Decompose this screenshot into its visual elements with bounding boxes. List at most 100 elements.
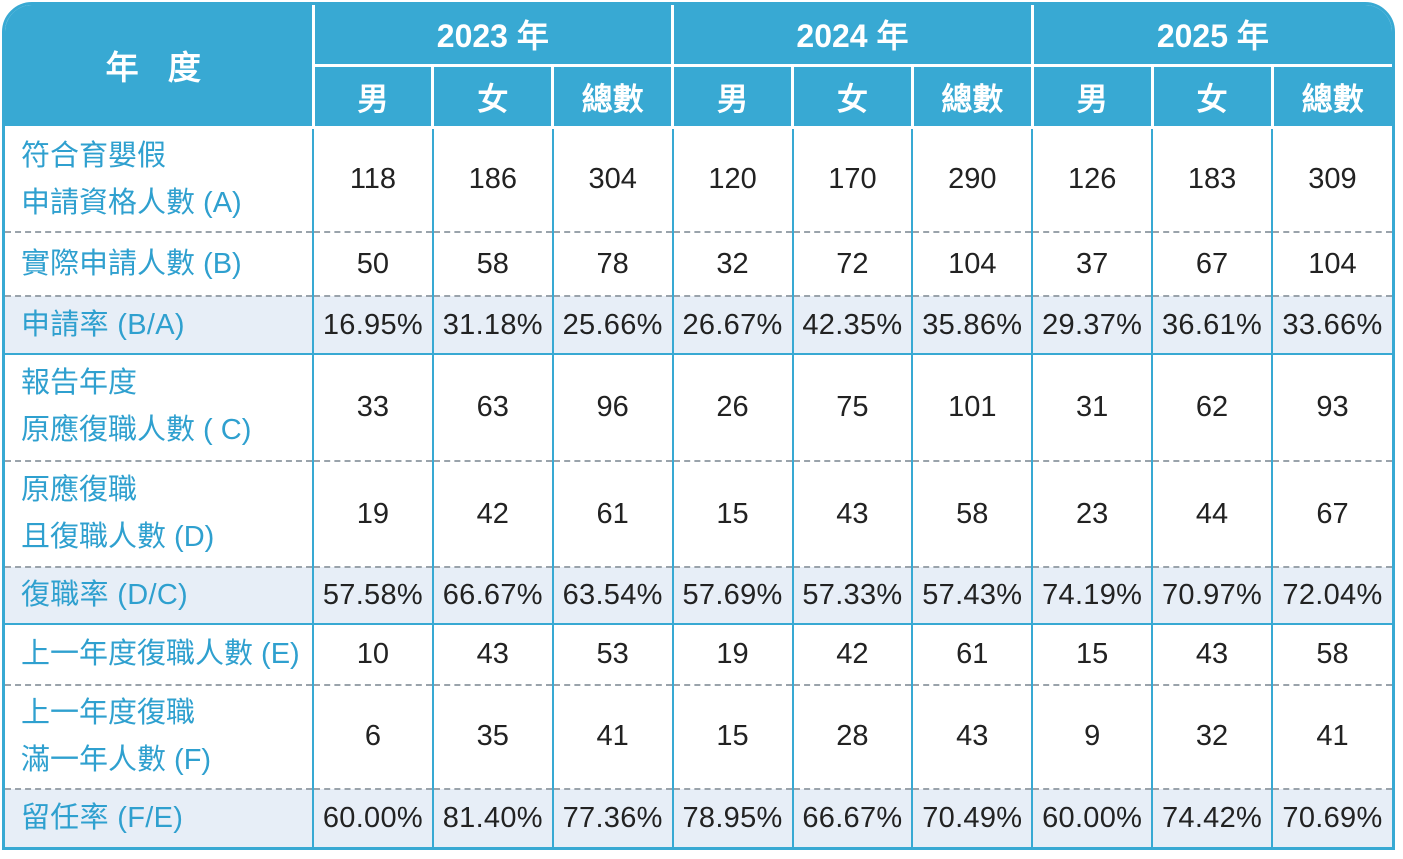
return-rate-row: 復職率 (D/C) 57.58% 66.67% 63.54% 57.69% 57.33% 5… — [5, 567, 1392, 626]
table-cell: 120 — [671, 127, 793, 234]
table-cell: 41 — [1271, 684, 1392, 790]
table-cell: 290 — [911, 127, 1033, 234]
table-cell: 9 — [1031, 684, 1153, 790]
table-cell: 19 — [312, 460, 433, 569]
table-cell: 29.37% — [1031, 296, 1153, 355]
col-male-2024: 男 — [671, 63, 794, 129]
table-cell: 58 — [1271, 624, 1392, 686]
table-cell: 43 — [431, 624, 553, 686]
table-cell: 43 — [1151, 624, 1272, 686]
table-cell: 42 — [431, 460, 553, 569]
col-total-2024: 總數 — [910, 63, 1034, 129]
apply-rate-row: 申請率 (B/A) 16.95% 31.18% 25.66% 26.67% 42.35% 3… — [5, 296, 1392, 355]
table-cell: 77.36% — [551, 788, 673, 847]
table-cell: 93 — [1271, 353, 1392, 462]
table-cell: 42 — [791, 624, 913, 686]
table-cell: 74.42% — [1151, 788, 1272, 847]
table-cell: 26.67% — [671, 296, 793, 355]
row-label-line: 實際申請人數 (B) — [21, 247, 242, 280]
col-total-2025: 總數 — [1270, 63, 1392, 129]
table-cell: 96 — [551, 353, 673, 462]
table-cell: 70.69% — [1271, 788, 1392, 847]
table-cell: 50 — [312, 232, 433, 298]
table-cell: 62 — [1151, 353, 1272, 462]
table-cell: 32 — [671, 232, 793, 298]
table-cell: 57.58% — [312, 567, 433, 626]
table-cell: 60.00% — [312, 788, 433, 847]
table-cell: 72 — [791, 232, 913, 298]
row-label: 上一年度復職人數 (E) — [5, 624, 313, 686]
returned-row: 原應復職 且復職人數 (D) 19 42 61 15 43 58 23 44 67 — [5, 460, 1392, 569]
table-cell: 26 — [671, 353, 793, 462]
eligible-row: 符合育嬰假 申請資格人數 (A) 118 186 304 120 170 290 126 183 3… — [5, 127, 1392, 234]
row-label: 申請率 (B/A) — [5, 296, 313, 355]
row-label: 實際申請人數 (B) — [5, 232, 313, 298]
table-cell: 183 — [1151, 127, 1272, 234]
row-label-line: 申請率 (B/A) — [21, 308, 185, 341]
row-label-line: 上一年度復職人數 (E) — [21, 637, 300, 670]
table-cell: 58 — [431, 232, 553, 298]
table-cell: 60.00% — [1031, 788, 1153, 847]
row-label: 符合育嬰假 申請資格人數 (A) — [5, 127, 313, 234]
table-cell: 78.95% — [671, 788, 793, 847]
table-cell: 35.86% — [911, 296, 1033, 355]
retained-row: 上一年度復職 滿一年人數 (F) 6 35 41 15 28 43 9 32 41 — [5, 684, 1392, 790]
due-return-row: 報告年度 原應復職人數 ( C) 33 63 96 26 75 101 31 62 93 — [5, 353, 1392, 462]
table-cell: 6 — [312, 684, 433, 790]
table-cell: 58 — [911, 460, 1033, 569]
row-label-line: 留任率 (F/E) — [21, 801, 184, 834]
row-label: 原應復職且復職人數 (D) — [5, 460, 313, 569]
table-cell: 66.67% — [791, 788, 913, 847]
table-cell: 70.49% — [911, 788, 1033, 847]
parental-leave-table: 年 度 2023 年 2024 年 2025 年 男 女 總數 男 女 總數 男… — [5, 5, 1392, 847]
table-cell: 36.61% — [1151, 296, 1272, 355]
table-cell: 126 — [1031, 127, 1153, 234]
table-cell: 19 — [671, 624, 793, 686]
table-cell: 15 — [671, 460, 793, 569]
table-cell: 44 — [1151, 460, 1272, 569]
row-label-line: 上一年度復職 — [21, 696, 196, 729]
row-label: 上一年度復職 滿一年人數 (F) — [5, 684, 313, 790]
row-label-line: 復職率 (D/C) — [21, 579, 189, 612]
table-cell: 101 — [911, 353, 1033, 462]
table-cell: 72.04% — [1271, 567, 1392, 626]
table-cell: 78 — [551, 232, 673, 298]
row-label-line: 滿一年人數 (F) — [21, 743, 212, 776]
table-cell: 63.54% — [551, 567, 673, 626]
row-label-line: 且復職人數 (D) — [21, 521, 215, 554]
table-cell: 57.43% — [911, 567, 1033, 626]
col-female-2023: 女 — [431, 63, 555, 129]
table-cell: 41 — [551, 684, 673, 790]
table-cell: 74.19% — [1031, 567, 1153, 626]
table-cell: 15 — [671, 684, 793, 790]
table-cell: 304 — [551, 127, 673, 234]
table-cell: 31 — [1031, 353, 1153, 462]
table-cell: 186 — [431, 127, 553, 234]
row-label-line: 符合育嬰假 — [21, 139, 167, 172]
table-cell: 32 — [1151, 684, 1272, 790]
table-cell: 28 — [791, 684, 913, 790]
table-cell: 104 — [911, 232, 1033, 298]
col-female-2024: 女 — [791, 63, 914, 129]
row-label-line: 原應復職人數 ( C) — [21, 414, 252, 447]
table-cell: 75 — [791, 353, 913, 462]
row-label: 報告年度 原應復職人數 ( C) — [5, 353, 313, 462]
year-corner-header: 年 度 — [5, 5, 315, 129]
table-cell: 23 — [1031, 460, 1153, 569]
table-cell: 57.33% — [791, 567, 913, 626]
year-header-2025: 2025 年 — [1030, 5, 1392, 67]
table-cell: 309 — [1271, 127, 1392, 234]
table-cell: 118 — [312, 127, 433, 234]
row-label-line: 原應復職 — [21, 474, 138, 507]
year-header-2024: 2024 年 — [671, 5, 1034, 67]
table-cell: 10 — [312, 624, 433, 686]
table-cell: 67 — [1271, 460, 1392, 569]
table-cell: 37 — [1031, 232, 1153, 298]
table-cell: 53 — [551, 624, 673, 686]
table-cell: 25.66% — [551, 296, 673, 355]
table-cell: 33.66% — [1271, 296, 1392, 355]
table-cell: 63 — [431, 353, 553, 462]
table-cell: 104 — [1271, 232, 1392, 298]
col-male-2025: 男 — [1030, 63, 1154, 129]
